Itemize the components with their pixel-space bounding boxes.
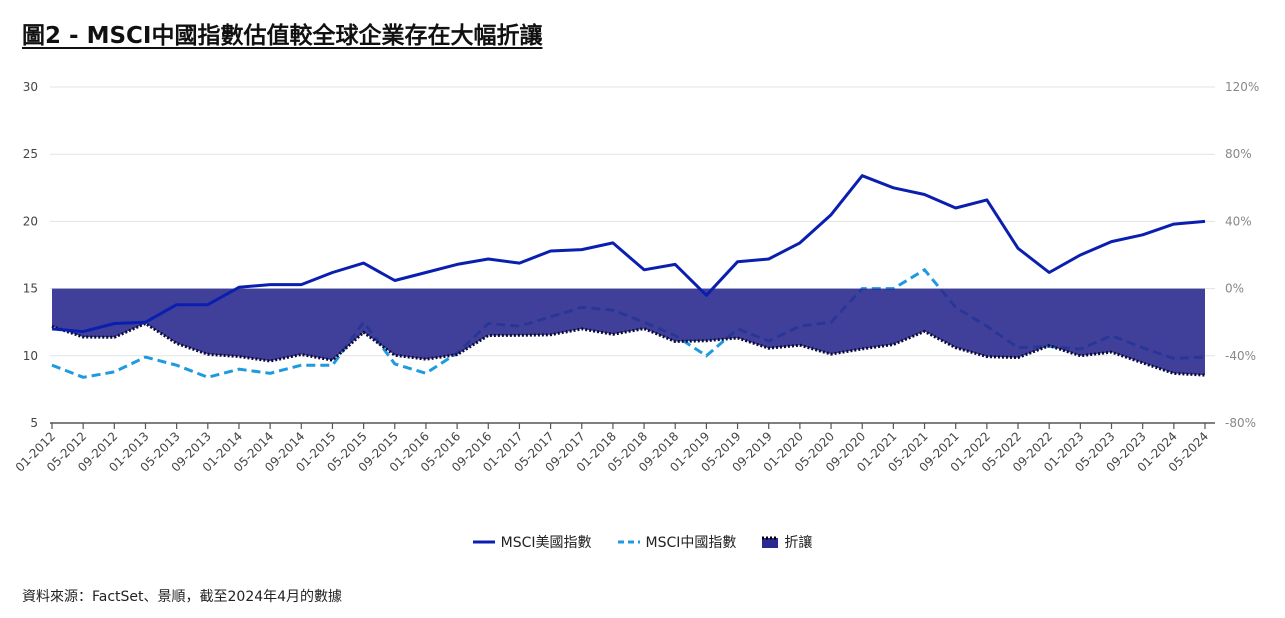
legend: MSCI美國指數 MSCI中國指數 折讓 [0,532,1285,552]
y-right-tick-label: 120% [1225,80,1259,94]
legend-label-us: MSCI美國指數 [500,535,592,551]
y-right-tick-label: -40% [1225,349,1256,363]
y-left-tick-label: 20 [23,214,38,228]
discount-area [52,288,1205,376]
chart: 51015202530-80%-40%0%40%80%120%01-201205… [13,80,1260,475]
y-left-tick-label: 10 [23,349,38,363]
legend-item-discount[interactable]: 折讓 [762,532,812,552]
legend-item-china[interactable]: MSCI中國指數 [617,532,737,552]
legend-item-us[interactable]: MSCI美國指數 [472,532,592,552]
discount-series-line [51,321,1206,377]
y-right-tick-label: 0% [1225,282,1244,296]
y-left-tick-label: 15 [23,282,38,296]
source-note: 資料來源：FactSet、景順，截至2024年4月的數據 [22,589,343,605]
y-left-tick-label: 25 [23,147,38,161]
legend-label-discount: 折讓 [784,535,813,551]
chart-title: 圖2 - MSCI中國指數估值較全球企業存在大幅折讓 [22,23,543,49]
legend-label-china: MSCI中國指數 [645,535,737,551]
area-swatch-icon [762,536,779,548]
y-right-tick-label: 80% [1225,147,1252,161]
dashed-line-icon [617,540,640,544]
y-right-tick-label: 40% [1225,214,1252,228]
y-right-tick-label: -80% [1225,416,1256,430]
us-series-line [51,174,1206,334]
solid-line-icon [472,540,495,544]
y-left-tick-label: 5 [30,416,38,430]
y-left-tick-label: 30 [23,80,38,94]
